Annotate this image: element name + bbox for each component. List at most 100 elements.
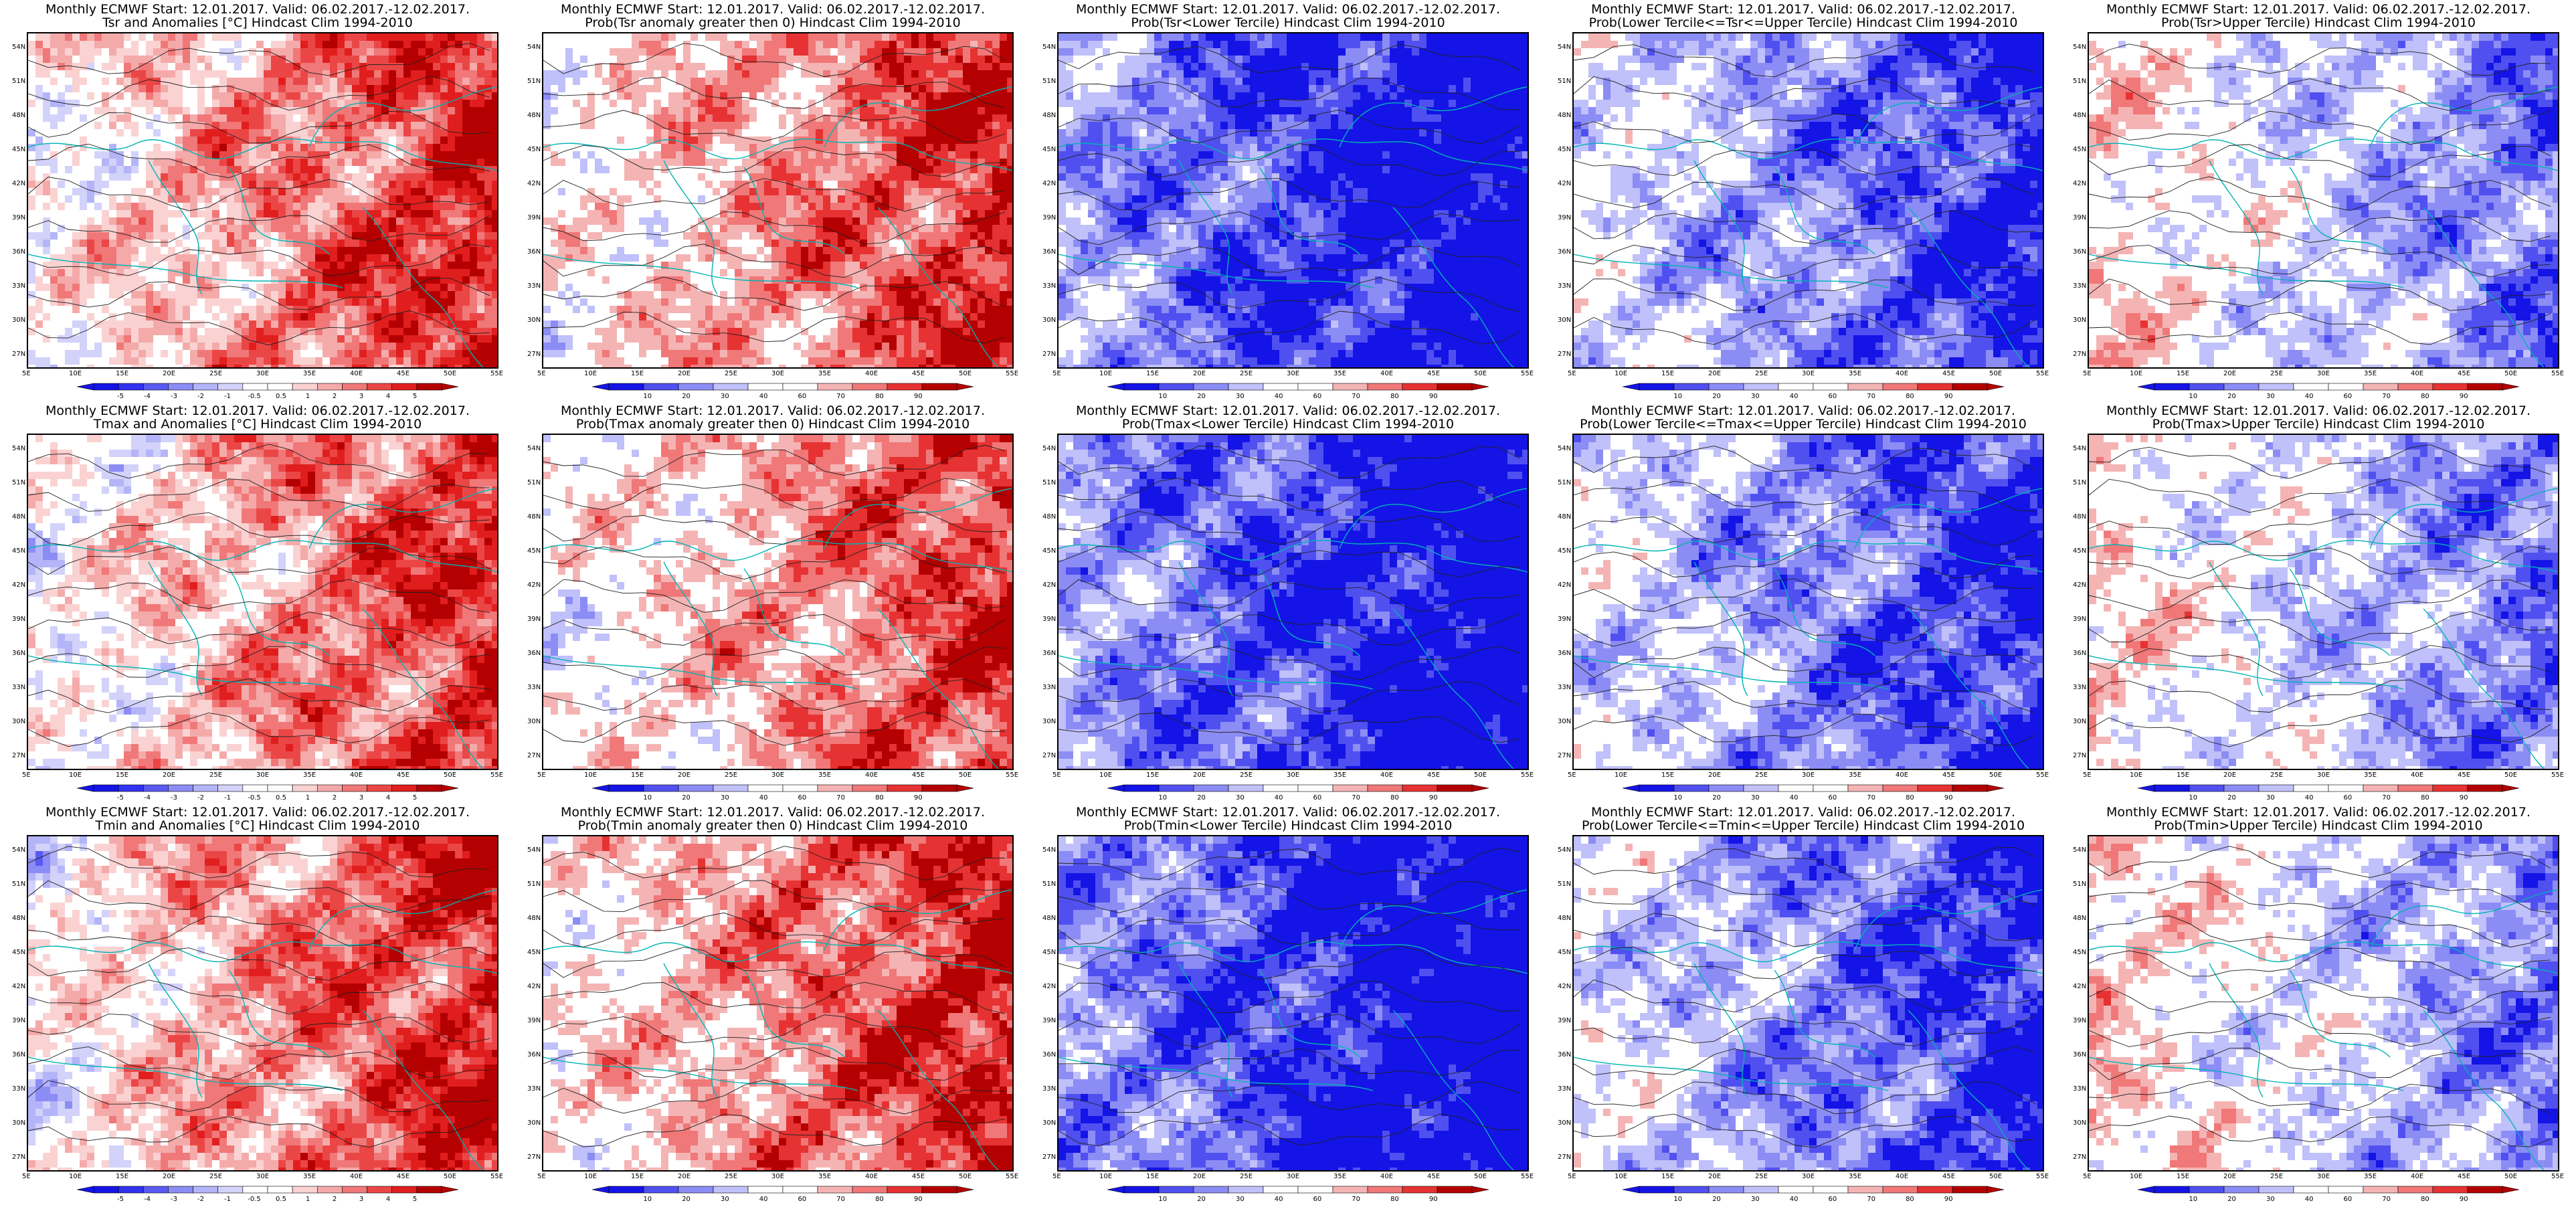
lat-tick-label: 39N: [1042, 215, 1056, 221]
lat-tick-label: 45N: [1042, 147, 1056, 153]
colorbar-swatch: [316, 784, 343, 792]
colorbar-tick-label: 30: [721, 393, 729, 400]
colorbar-swatch: [887, 383, 923, 391]
panel-title-line2: Tsr and Anomalies [°C] Hindcast Clim 199…: [0, 16, 515, 30]
colorbar-swatch: [2189, 784, 2225, 792]
lon-tick-label: 5E: [22, 1174, 31, 1180]
lat-tick-label: 51N: [12, 480, 25, 486]
colorbar-arrow-left: [2137, 383, 2155, 391]
lat-tick-label: 27N: [12, 1154, 25, 1161]
lat-tick-label: 33N: [2073, 684, 2086, 691]
lat-tick-label: 54N: [2073, 446, 2086, 452]
colorbar: 10 20 30 40 60 70 80 90: [2137, 383, 2520, 402]
colorbar-tick-label: 80: [2421, 794, 2429, 802]
lat-tick-label: 39N: [12, 215, 25, 221]
colorbar-swatch: [143, 1186, 169, 1194]
colorbar-swatch: [887, 1186, 923, 1194]
colorbar-tick-label: 60: [1313, 1196, 1322, 1203]
lon-tick-label: 5E: [22, 772, 31, 779]
colorbar-arrow-left: [1107, 383, 1125, 391]
lat-tick-label: 36N: [12, 1052, 25, 1058]
lat-tick-label: 45N: [12, 949, 25, 956]
lon-tick-label: 15E: [116, 772, 128, 779]
colorbar-swatch: [242, 383, 268, 391]
lat-tick-label: 36N: [1042, 249, 1056, 256]
lon-tick-label: 15E: [1661, 371, 1674, 377]
map-frame: [542, 434, 1014, 770]
colorbar-tick-label: 70: [1867, 794, 1875, 802]
panel-title-line2: Prob(Tsr<Lower Tercile) Hindcast Clim 19…: [1030, 16, 1546, 30]
lon-tick-label: 15E: [116, 1174, 128, 1180]
colorbar-swatch: [1228, 1186, 1264, 1194]
colorbar-swatch: [678, 383, 714, 391]
colorbar-tick-label: 40: [1275, 393, 1283, 400]
lon-tick-label: 40E: [865, 772, 878, 779]
lon-tick-label: 40E: [2411, 1174, 2423, 1180]
colorbar-swatch: [1778, 784, 1814, 792]
colorbar-swatch: [921, 383, 957, 391]
lat-tick-label: 27N: [1558, 1154, 1571, 1161]
lat-tick-label: 54N: [527, 847, 541, 854]
lon-tick-label: 35E: [818, 772, 831, 779]
colorbar-swatch: [1367, 1186, 1403, 1194]
colorbar-tick-label: 40: [1790, 794, 1799, 802]
colorbar-swatch: [713, 784, 749, 792]
panel-title-line1: Monthly ECMWF Start: 12.01.2017. Valid: …: [0, 806, 515, 820]
colorbar-swatch: [2328, 1186, 2364, 1194]
lon-tick-label: 25E: [1240, 772, 1253, 779]
colorbar-tick-label: -5: [117, 794, 124, 802]
lon-tick-label: 15E: [2177, 371, 2189, 377]
colorbar-tick-label: 10: [2189, 794, 2197, 802]
colorbar-swatch: [93, 1186, 119, 1194]
colorbar-tick-label: 90: [1944, 794, 1953, 802]
colorbar-tick-label: 40: [759, 393, 768, 400]
panel-title-line1: Monthly ECMWF Start: 12.01.2017. Valid: …: [515, 806, 1030, 820]
colorbar-swatch: [1847, 383, 1883, 391]
map-canvas: [1574, 836, 2043, 1170]
colorbar-tick-label: 10: [1673, 794, 1682, 802]
lat-tick-label: 39N: [527, 1018, 541, 1024]
colorbar-tick-label: 90: [2460, 393, 2468, 400]
colorbar-swatch: [1123, 383, 1160, 391]
lat-tick-label: 42N: [1558, 181, 1571, 187]
colorbar-tick-label: 3: [359, 393, 363, 400]
lat-tick-label: 54N: [1042, 44, 1056, 51]
colorbar-tick-label: 40: [1790, 393, 1799, 400]
lon-tick-label: 30E: [256, 1174, 269, 1180]
lat-tick-label: 54N: [1558, 446, 1571, 452]
colorbar-tick-label: 20: [2227, 794, 2236, 802]
lon-tick-label: 40E: [1896, 772, 1908, 779]
map-canvas: [1574, 33, 2043, 367]
colorbar-swatch: [193, 784, 219, 792]
colorbar-swatch: [267, 383, 293, 391]
colorbar-tick-label: 20: [2227, 393, 2236, 400]
lon-tick-label: 55E: [1006, 371, 1018, 377]
colorbar-tick-label: 60: [798, 393, 807, 400]
colorbar-tick-label: 30: [2266, 1196, 2275, 1203]
colorbar-tick-label: 90: [1429, 393, 1438, 400]
lat-tick-label: 54N: [527, 446, 541, 452]
lon-tick-label: 50E: [1474, 1174, 1487, 1180]
map-panel: Monthly ECMWF Start: 12.01.2017. Valid: …: [1030, 0, 1546, 401]
colorbar-tick-label: 60: [2344, 794, 2353, 802]
colorbar-tick-label: 90: [2460, 794, 2468, 802]
colorbar-tick-label: -2: [197, 393, 204, 400]
colorbar-swatch: [2223, 1186, 2260, 1194]
lon-tick-label: 50E: [1474, 772, 1487, 779]
colorbar-swatch: [1123, 1186, 1160, 1194]
lon-tick-label: 25E: [725, 371, 737, 377]
lon-tick-label: 30E: [771, 371, 784, 377]
panel-title-line1: Monthly ECMWF Start: 12.01.2017. Valid: …: [515, 404, 1030, 418]
colorbar-tick-label: 2: [333, 794, 337, 802]
colorbar-tick-label: 1: [306, 393, 310, 400]
colorbar-swatch: [2363, 1186, 2399, 1194]
colorbar: -5 -4 -3 -2 -1 -0.5 0.5 1 2 3 4 5: [76, 383, 459, 402]
colorbar-swatch: [817, 784, 853, 792]
colorbar-arrow-right: [441, 383, 459, 391]
map-canvas: [543, 435, 1012, 769]
colorbar-tick-label: 60: [798, 794, 807, 802]
panel-title-line2: Prob(Tsr>Upper Tercile) Hindcast Clim 19…: [2061, 16, 2576, 30]
colorbar-swatch: [713, 383, 749, 391]
lat-tick-label: 39N: [2073, 1018, 2086, 1024]
colorbar-tick-label: 10: [643, 393, 652, 400]
